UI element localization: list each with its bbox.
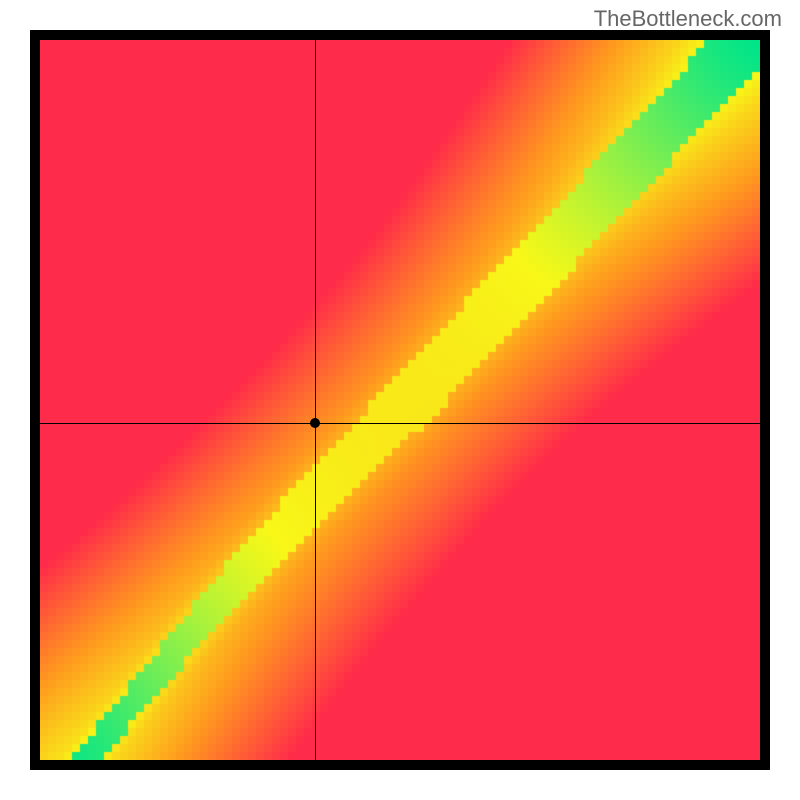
crosshair-horizontal [40, 423, 760, 424]
heatmap-canvas [40, 40, 760, 760]
crosshair-vertical [315, 40, 316, 760]
chart-frame [30, 30, 770, 770]
crosshair-marker [310, 418, 320, 428]
watermark-text: TheBottleneck.com [594, 6, 782, 32]
